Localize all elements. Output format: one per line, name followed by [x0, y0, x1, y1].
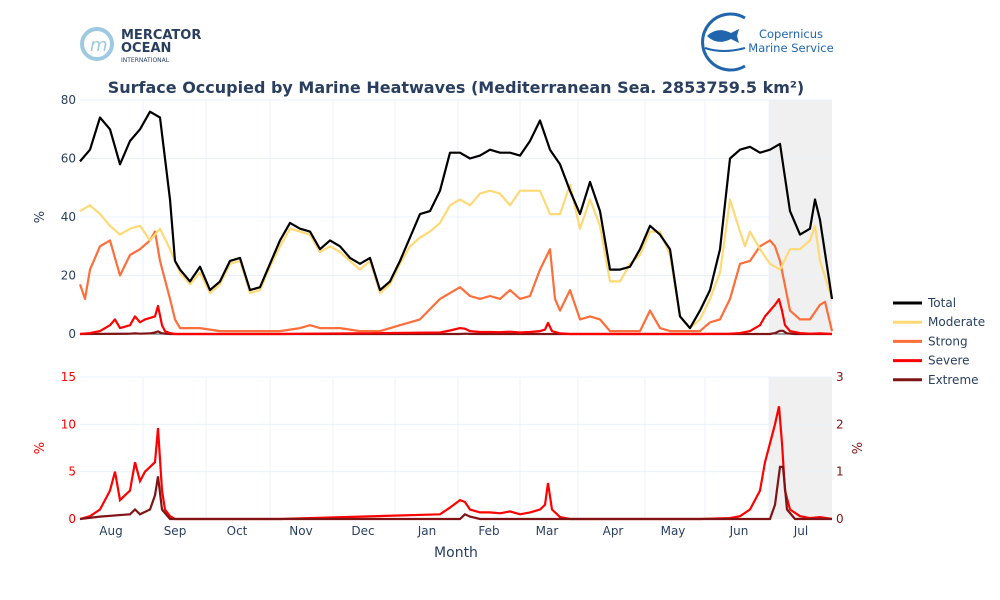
x-tick-label: Jul	[793, 524, 808, 538]
bottom-left-y-tick-label: 5	[68, 465, 76, 479]
legend-item-extreme: Extreme	[928, 373, 979, 387]
line-strong-top	[78, 230, 834, 333]
bottom-right-y-tick-label: 2	[836, 417, 844, 431]
x-tick-label: Dec	[351, 524, 374, 538]
top-y-tick-label: 60	[61, 152, 76, 166]
bottom-left-y-axis-label: %	[33, 442, 48, 454]
x-tick-label: Apr	[603, 524, 624, 538]
top-y-axis-label: %	[33, 211, 48, 223]
bottom-right-y-tick-label: 0	[836, 512, 844, 526]
line-severe-bottom	[79, 406, 833, 521]
top-y-tick-label: 80	[61, 93, 76, 107]
plot-area: 0 20 40 60 80 0 5 10 15 0 1 2 3 Aug Sep Oct Nov Dec Jan Feb…	[61, 93, 844, 538]
x-tick-label: Mar	[536, 524, 559, 538]
x-tick-label: Aug	[99, 524, 122, 538]
legend-item-total: Total	[927, 296, 956, 310]
x-tick-label: Nov	[289, 524, 312, 538]
legend-item-severe: Severe	[928, 354, 970, 368]
top-y-tick-label: 20	[61, 269, 76, 283]
x-tick-label: May	[661, 524, 686, 538]
x-tick-label: Sep	[164, 524, 187, 538]
logo-text: OCEAN	[121, 41, 171, 56]
copernicus-marine-logo: Copernicus Marine Service	[701, 12, 834, 72]
line-severe-top	[79, 298, 833, 336]
x-tick-label: Jun	[729, 524, 749, 538]
line-moderate-top	[79, 183, 834, 330]
legend: Total Moderate Strong Severe Extreme	[893, 296, 985, 387]
bottom-left-y-tick-label: 0	[68, 512, 76, 526]
shaded-period	[769, 377, 832, 519]
bottom-left-y-tick-label: 10	[61, 417, 76, 431]
logo-text: Marine Service	[748, 41, 833, 55]
x-tick-label: Jan	[417, 524, 437, 538]
logo-text: Copernicus	[759, 27, 823, 41]
bottom-right-y-axis-label: %	[851, 442, 866, 454]
chart-title: Surface Occupied by Marine Heatwaves (Me…	[108, 78, 805, 97]
line-extreme-bottom	[79, 465, 832, 521]
fish-icon	[707, 29, 739, 43]
legend-item-moderate: Moderate	[928, 315, 985, 329]
mercator-ocean-logo: m MERCATOR OCEAN INTERNATIONAL	[80, 27, 201, 64]
svg-text:m: m	[90, 35, 108, 56]
bottom-left-y-tick-label: 15	[61, 370, 76, 384]
line-extreme-top	[79, 329, 832, 336]
logo-text: MERCATOR	[121, 28, 201, 43]
line-total-top	[79, 110, 834, 330]
top-y-tick-label: 40	[61, 210, 76, 224]
bottom-right-y-tick-label: 1	[836, 465, 844, 479]
top-y-tick-label: 0	[68, 327, 76, 341]
x-tick-label: Oct	[227, 524, 248, 538]
x-tick-label: Feb	[478, 524, 499, 538]
logo-text: INTERNATIONAL	[121, 57, 170, 64]
legend-item-strong: Strong	[928, 334, 968, 348]
x-axis-label: Month	[434, 545, 478, 561]
bottom-right-y-tick-label: 3	[836, 370, 844, 384]
